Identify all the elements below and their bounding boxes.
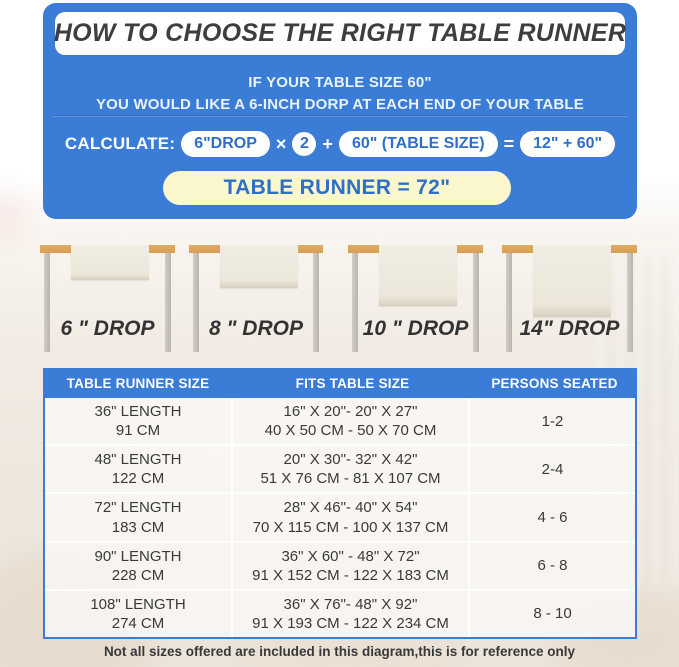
column-header-persons: PERSONS SEATED: [491, 375, 618, 391]
drop-label: 8 " DROP: [209, 317, 303, 340]
runner-size-cell: 48" LENGTH 122 CM: [45, 446, 233, 493]
table-size-pill: 60" (TABLE SIZE): [338, 131, 498, 157]
cell-line: 28" X 46"- 40" X 54": [283, 499, 418, 517]
runner-size-cell: 36" LENGTH 91 CM: [45, 398, 233, 445]
plus-operator: +: [322, 133, 333, 154]
table-leg: [352, 253, 358, 352]
table-leg: [506, 253, 512, 352]
table-leg: [313, 253, 319, 352]
persons-cell: 6 - 8: [470, 542, 635, 589]
runner-size-cell: 108" LENGTH 274 CM: [45, 590, 233, 638]
table-row: 72" LENGTH 183 CM 28" X 46"- 40" X 54" 7…: [45, 494, 635, 543]
formula-row: CALCULATE: 6"DROP × 2 + 60" (TABLE SIZE)…: [43, 130, 637, 158]
cell-line: 183 CM: [111, 518, 165, 536]
cell-line: 20" X 30"- 32" X 42": [283, 451, 418, 469]
cell-line: 40 X 50 CM - 50 X 70 CM: [264, 422, 437, 440]
table-leg: [44, 253, 50, 352]
cell-line: 91 CM: [115, 422, 161, 440]
cell-line: 36" X 60" - 48" X 72": [281, 547, 420, 565]
table-diagram-10-drop: 10 " DROP: [348, 245, 483, 355]
size-chart-body: 36" LENGTH 91 CM 16" X 20"- 20" X 27" 40…: [43, 398, 637, 639]
subtitle-line-2: YOU WOULD LIKE A 6-INCH DORP AT EACH END…: [95, 96, 585, 113]
table-row: 108" LENGTH 274 CM 36" X 76"- 48" X 92" …: [45, 590, 635, 638]
multiplier-circle: 2: [292, 132, 317, 156]
persons-cell: 1-2: [470, 398, 635, 445]
times-operator: ×: [275, 133, 287, 154]
table-diagram-8-drop: 8 " DROP: [189, 245, 323, 355]
cell-line: 91 X 152 CM - 122 X 183 CM: [252, 566, 449, 584]
size-chart-header: TABLE RUNNER SIZE FITS TABLE SIZE PERSON…: [43, 368, 637, 398]
cell-line: 36" LENGTH: [94, 402, 182, 420]
result-pill: 12" + 60": [520, 131, 616, 157]
runner-size-cell: 90" LENGTH 228 CM: [45, 542, 233, 589]
cell-line: 108" LENGTH: [90, 595, 186, 613]
table-leg: [165, 253, 171, 352]
cell-line: 51 X 76 CM - 81 X 107 CM: [260, 470, 441, 488]
divider: [53, 115, 627, 117]
fits-table-cell: 16" X 20"- 20" X 27" 40 X 50 CM - 50 X 7…: [233, 398, 470, 445]
cell-line: 91 X 193 CM - 122 X 234 CM: [252, 614, 449, 632]
drop-label: 10 " DROP: [362, 317, 469, 340]
table-leg: [473, 253, 479, 352]
calculate-label: CALCULATE:: [64, 134, 176, 153]
fits-table-cell: 36" X 60" - 48" X 72" 91 X 152 CM - 122 …: [233, 542, 470, 589]
cell-line: 70 X 115 CM - 100 X 137 CM: [252, 518, 449, 536]
fits-table-cell: 20" X 30"- 32" X 42" 51 X 76 CM - 81 X 1…: [233, 446, 470, 493]
table-diagram-14-drop: 14" DROP: [502, 245, 637, 355]
persons-cell: 4 - 6: [470, 494, 635, 541]
cell-line: 72" LENGTH: [94, 499, 182, 517]
cell-line: 274 CM: [111, 614, 165, 632]
fits-table-cell: 28" X 46"- 40" X 54" 70 X 115 CM - 100 X…: [233, 494, 470, 541]
drop-pill: 6"DROP: [181, 131, 270, 157]
table-row: 48" LENGTH 122 CM 20" X 30"- 32" X 42" 5…: [45, 446, 635, 495]
cell-line: 90" LENGTH: [94, 547, 182, 565]
size-chart: TABLE RUNNER SIZE FITS TABLE SIZE PERSON…: [43, 368, 637, 639]
table-leg: [627, 253, 633, 352]
persons-cell: 2-4: [470, 446, 635, 493]
background-blob: [0, 195, 24, 241]
cell-line: 122 CM: [111, 470, 165, 488]
runner-cloth: [71, 245, 149, 280]
page-title: HOW TO CHOOSE THE RIGHT TABLE RUNNER: [53, 19, 627, 47]
cell-line: 16" X 20"- 20" X 27": [283, 402, 418, 420]
runner-cloth: [533, 245, 611, 317]
runner-cloth: [220, 245, 298, 288]
result-banner: TABLE RUNNER = 72": [163, 171, 511, 205]
subtitle-line-1: IF YOUR TABLE SIZE 60": [248, 74, 432, 91]
equals-operator: =: [503, 133, 515, 154]
runner-size-cell: 72" LENGTH 183 CM: [45, 494, 233, 541]
runner-cloth: [379, 245, 457, 306]
persons-cell: 8 - 10: [470, 590, 635, 638]
cell-line: 228 CM: [111, 566, 165, 584]
column-header-runner-size: TABLE RUNNER SIZE: [66, 375, 210, 391]
title-box: HOW TO CHOOSE THE RIGHT TABLE RUNNER: [53, 12, 627, 55]
fits-table-cell: 36" X 76"- 48" X 92" 91 X 193 CM - 122 X…: [233, 590, 470, 638]
disclaimer-note: Not all sizes offered are included in th…: [103, 644, 576, 659]
cell-line: 48" LENGTH: [94, 451, 182, 469]
drop-label: 14" DROP: [519, 317, 620, 340]
table-row: 90" LENGTH 228 CM 36" X 60" - 48" X 72" …: [45, 542, 635, 591]
table-leg: [193, 253, 199, 352]
table-row: 36" LENGTH 91 CM 16" X 20"- 20" X 27" 40…: [45, 398, 635, 447]
table-diagram-6-drop: 6 " DROP: [40, 245, 175, 355]
column-header-fits-table: FITS TABLE SIZE: [295, 375, 410, 391]
cell-line: 36" X 76"- 48" X 92": [283, 595, 418, 613]
header-panel: HOW TO CHOOSE THE RIGHT TABLE RUNNER IF …: [43, 3, 637, 219]
drop-label: 6 " DROP: [60, 317, 155, 340]
